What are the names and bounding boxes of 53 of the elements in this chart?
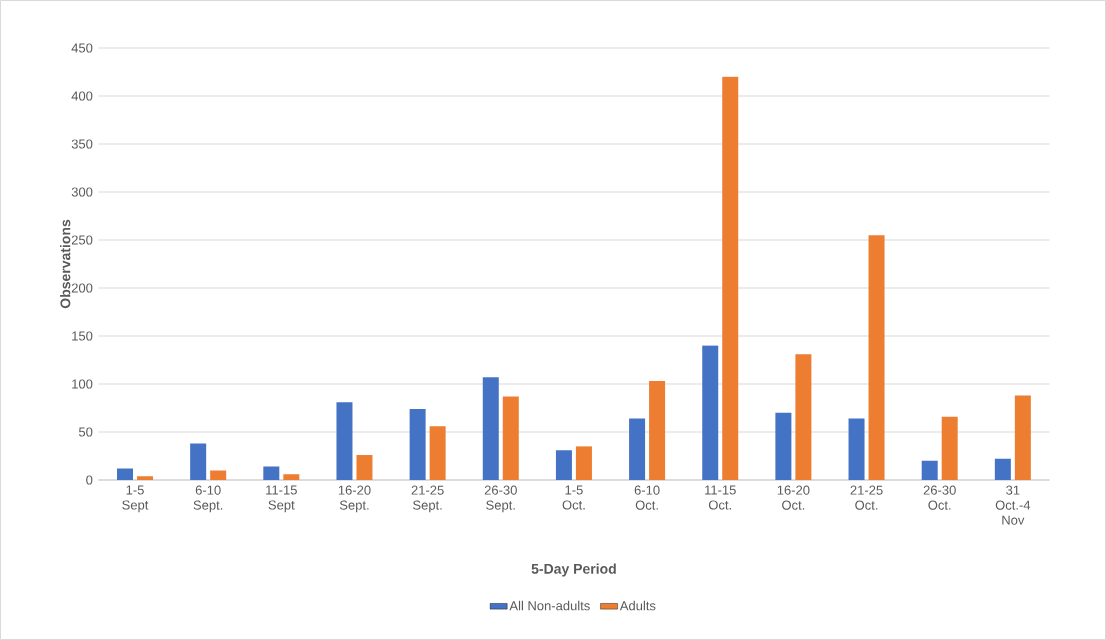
y-tick-label: 50 — [78, 427, 93, 437]
x-axis-title: 5-Day Period — [531, 563, 616, 577]
legend-label: Adults — [619, 600, 656, 611]
bar — [117, 468, 134, 480]
x-tick-label: 21-25 Sept. — [411, 485, 444, 513]
bar — [356, 455, 373, 480]
bar — [283, 474, 300, 480]
bar — [994, 458, 1011, 480]
x-tick-label: 31 Oct.-4 Nov — [995, 485, 1031, 525]
bar — [429, 426, 446, 480]
y-tick-label: 400 — [71, 91, 93, 101]
x-tick-label: 6-10 Oct. — [634, 485, 660, 510]
y-tick-label: 0 — [86, 475, 93, 485]
bar — [336, 402, 353, 480]
bar — [868, 235, 885, 480]
bar — [575, 446, 592, 480]
y-tick-label: 450 — [71, 43, 93, 53]
legend-label: All Non-adults — [509, 600, 590, 611]
bar — [629, 418, 646, 480]
bar — [263, 466, 280, 480]
x-tick-label: 11-15 Oct. — [705, 485, 736, 510]
bar — [775, 412, 792, 480]
bar — [848, 418, 865, 480]
y-tick-label: 100 — [72, 379, 93, 389]
y-tick-label: 300 — [71, 187, 93, 197]
bar — [702, 345, 719, 480]
bar — [210, 470, 227, 480]
y-tick-label: 250 — [71, 235, 93, 245]
bar — [502, 396, 519, 480]
bar — [409, 408, 426, 480]
bar — [137, 476, 154, 480]
bar — [555, 450, 572, 480]
x-tick-label: 26-30 Sept. — [484, 485, 517, 513]
bar — [921, 460, 938, 480]
bar — [190, 443, 207, 480]
x-tick-label: 26-30 Oct. — [923, 485, 956, 510]
x-tick-label: 1-5 Sept — [122, 485, 149, 513]
x-tick-label: 11-15 Sept — [266, 485, 297, 513]
bar — [482, 377, 499, 480]
x-tick-label: 1-5 Oct. — [562, 485, 585, 510]
bar — [722, 76, 739, 480]
x-tick-label: 21-25 Oct. — [850, 485, 883, 510]
bar — [795, 354, 812, 480]
y-tick-label: 150 — [72, 331, 93, 341]
bar — [649, 381, 666, 480]
bar — [1014, 395, 1031, 480]
x-tick-label: 16-20 Sept. — [338, 485, 371, 513]
y-tick-label: 200 — [71, 283, 93, 293]
y-tick-label: 350 — [71, 139, 93, 149]
x-tick-label: 16-20 Oct. — [777, 485, 810, 510]
x-tick-label: 6-10 Sept. — [193, 485, 223, 513]
bar — [941, 416, 958, 480]
y-axis-title: Observations — [60, 219, 71, 309]
